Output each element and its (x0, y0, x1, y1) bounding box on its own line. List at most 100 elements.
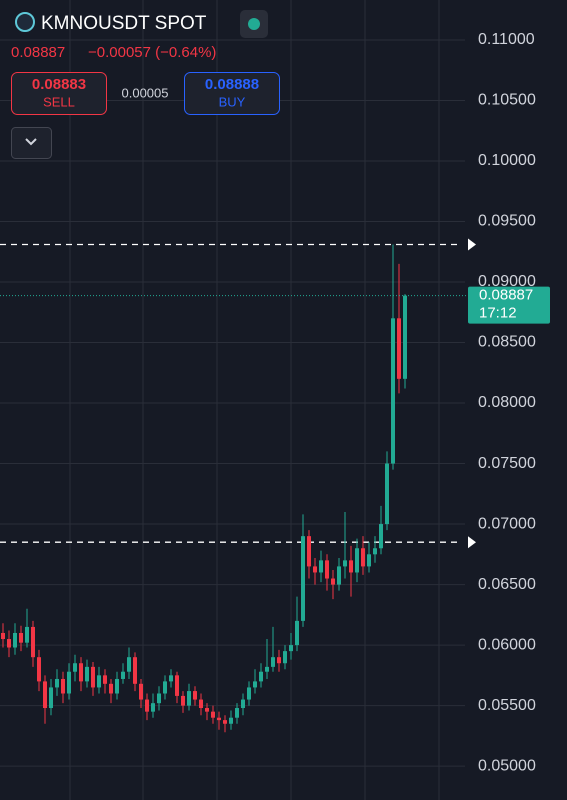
sell-price: 0.08883 (32, 76, 86, 93)
candle-body (61, 678, 65, 694)
candle-body (331, 578, 335, 585)
candle-body (7, 639, 11, 648)
plot: 0.11000 0.10500 0.10000 0.09500 0.09000 0.085… (0, 31, 550, 774)
candle-body (1, 632, 5, 640)
y-tick-label: 0.08000 (478, 394, 536, 411)
candle-body (319, 560, 323, 573)
candle-body (301, 536, 305, 621)
candle-body (307, 536, 311, 567)
candle-body (91, 666, 95, 688)
level-marker (468, 536, 476, 549)
candle-body (211, 711, 215, 718)
candle-body (73, 663, 77, 672)
vertical-grid (69, 0, 440, 800)
candle-body (43, 681, 47, 709)
candle-body (271, 657, 275, 667)
candle-body (235, 708, 239, 718)
candle-body (109, 683, 113, 694)
chart-title: KMNOUSDT SPOT (41, 13, 207, 34)
y-tick-label: 0.10000 (478, 152, 536, 169)
candle-body (397, 318, 401, 379)
candle-body (277, 657, 281, 664)
buy-button[interactable] (184, 72, 280, 115)
y-tick-label: 0.05500 (478, 697, 536, 714)
candle-body (115, 678, 119, 694)
candle-body (313, 566, 317, 573)
candle-body (49, 687, 53, 709)
candle-body (181, 695, 185, 706)
candle-body (157, 693, 161, 704)
y-tick-label: 0.09000 (478, 273, 536, 290)
candle-body (403, 295, 407, 379)
candle-body (247, 687, 251, 700)
candle-body (205, 708, 209, 712)
candle-body (283, 651, 287, 664)
candle-body (193, 691, 197, 700)
candle-body (175, 675, 179, 696)
level-marker (468, 238, 476, 251)
candle-body (199, 699, 203, 709)
price-tag-value: 0.08887 (479, 287, 533, 304)
candle-body (127, 657, 131, 672)
candle-body (25, 626, 29, 643)
candle-body (295, 620, 299, 646)
candle-body (343, 560, 347, 567)
candle-body (349, 560, 353, 573)
sell-label: SELL (43, 94, 75, 109)
y-tick-label: 0.05000 (478, 757, 536, 774)
candle-body (355, 548, 359, 573)
candle-body (31, 626, 35, 658)
candle-body (37, 657, 41, 682)
candle-body (253, 681, 257, 688)
candle-body (337, 566, 341, 585)
candle-body (289, 645, 293, 652)
y-tick-label: 0.10500 (478, 92, 536, 109)
last-price: 0.08887 (11, 44, 65, 61)
candle-body (361, 548, 365, 567)
y-tick-label: 0.11000 (478, 31, 535, 48)
candle-body (103, 675, 107, 684)
candle-body (79, 663, 83, 682)
candle-body (55, 678, 59, 688)
candle-body (169, 675, 173, 682)
y-tick-label: 0.06000 (478, 636, 536, 653)
price-tag (468, 286, 550, 324)
candle-body (139, 683, 143, 700)
spread: 0.00005 (122, 85, 169, 100)
buy-label: BUY (219, 94, 246, 109)
candle-body (133, 657, 137, 684)
candle-body (325, 560, 329, 579)
candle-body (163, 681, 167, 694)
candle-body (217, 717, 221, 721)
y-tick-label: 0.08500 (478, 334, 536, 351)
candle-body (385, 463, 389, 525)
candle-body (151, 703, 155, 712)
sell-button[interactable] (11, 72, 107, 115)
candle-body (265, 666, 269, 672)
candle-body (367, 554, 371, 567)
candle-body (223, 720, 227, 724)
status-dot (248, 18, 260, 30)
symbol-icon (15, 12, 35, 32)
y-tick-label: 0.09500 (478, 213, 536, 230)
candle-body (121, 671, 125, 679)
candle-body (67, 671, 71, 694)
buy-price: 0.08888 (205, 76, 259, 93)
price-change: −0.00057 (−0.64%) (88, 44, 216, 61)
candle-body (97, 675, 101, 688)
y-tick-label: 0.07500 (478, 455, 536, 472)
candle-body (379, 524, 383, 549)
y-tick-label: 0.06500 (478, 576, 536, 593)
candle-body (19, 632, 23, 643)
y-tick-label: 0.07000 (478, 515, 536, 532)
candle-body (391, 318, 395, 464)
candle-body (187, 691, 191, 706)
candle-body (85, 666, 89, 682)
candle-body (373, 548, 377, 555)
chevron-icon (25, 138, 37, 146)
countdown: 17:12 (479, 305, 517, 322)
candle-body (241, 699, 245, 709)
